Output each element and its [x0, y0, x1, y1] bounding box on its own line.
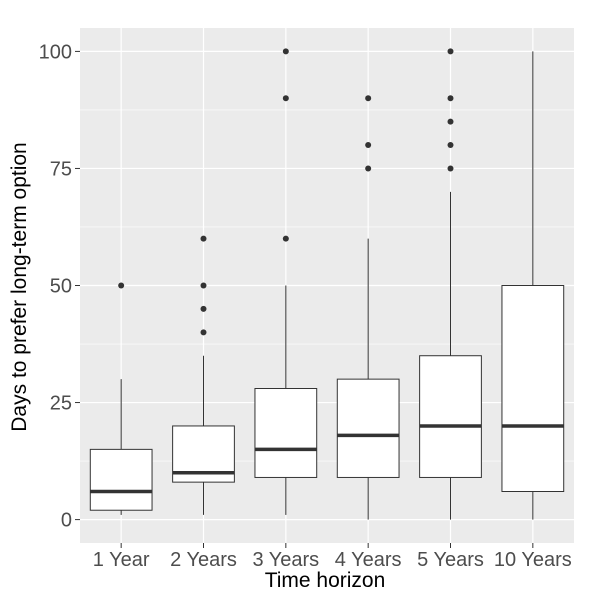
outlier-point: [365, 142, 372, 149]
boxes: [89, 48, 565, 520]
x-tick-label: 2 Years: [170, 549, 237, 571]
outlier-point: [282, 235, 289, 242]
box-group: [172, 235, 235, 515]
outlier-point: [118, 282, 125, 289]
outlier-point: [200, 235, 207, 242]
axes: 0 25 50 75 100 1 Year 2 Years 3 Years 4 Years 5 Y…: [39, 41, 572, 571]
y-tick-label: 50: [50, 276, 72, 298]
y-tick-label: 75: [50, 158, 72, 180]
box-iqr: [89, 448, 153, 511]
y-axis-title: Days to prefer long-term option: [8, 142, 31, 431]
outlier-point: [282, 95, 289, 102]
box-group: [89, 282, 153, 515]
x-axis-title: Time horizon: [265, 569, 386, 592]
y-tick-label: 100: [39, 41, 72, 63]
outlier-point: [200, 329, 207, 336]
x-tick-label: 4 Years: [335, 549, 402, 571]
y-tick-label: 25: [50, 393, 72, 415]
outlier-point: [447, 142, 454, 149]
box-iqr: [501, 285, 565, 492]
y-tick-label: 0: [61, 510, 72, 532]
outlier-point: [365, 165, 372, 172]
box-iqr: [419, 355, 482, 478]
outlier-point: [200, 305, 207, 312]
x-tick-label: 10 Years: [494, 549, 572, 571]
x-tick-label: 5 Years: [417, 549, 484, 571]
x-tick-label: 3 Years: [252, 549, 319, 571]
box-group: [254, 48, 318, 515]
outlier-point: [282, 48, 289, 55]
outlier-point: [447, 48, 454, 55]
box-group: [501, 51, 565, 520]
box-iqr: [336, 378, 400, 478]
outlier-point: [447, 118, 454, 125]
box-iqr: [254, 388, 318, 478]
x-tick-label: 1 Year: [93, 549, 150, 571]
outlier-point: [447, 165, 454, 172]
box-group: [336, 95, 400, 520]
outlier-point: [447, 95, 454, 102]
box-group: [419, 48, 482, 520]
outlier-point: [200, 282, 207, 289]
outlier-point: [365, 95, 372, 102]
